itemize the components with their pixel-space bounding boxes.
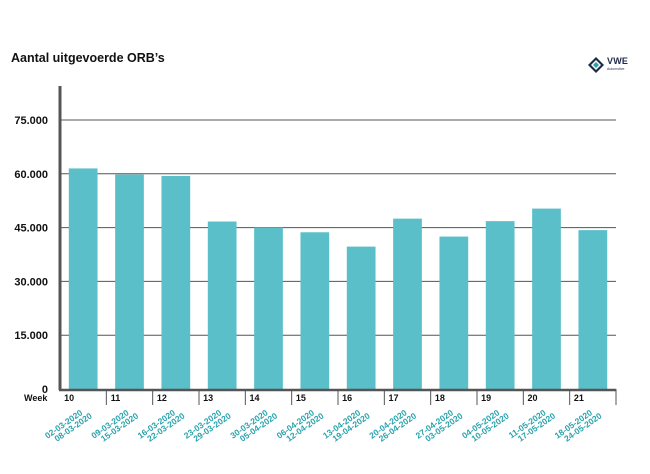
x-tick-label: 13 <box>203 393 213 403</box>
x-tick-label: 16 <box>342 393 352 403</box>
bar <box>300 232 330 389</box>
x-tick-label: 18 <box>435 393 445 403</box>
bars <box>68 168 608 389</box>
y-tick-label: 15.000 <box>14 330 48 342</box>
bar <box>68 168 98 389</box>
bar <box>393 218 422 389</box>
x-tick-label: 20 <box>527 393 537 403</box>
chart-title: Aantal uitgevoerde ORB’s <box>11 51 165 65</box>
bar <box>254 227 283 389</box>
bar <box>532 208 561 389</box>
axes <box>58 86 617 405</box>
y-tick-label: 0 <box>42 384 48 396</box>
date-range-labels: 02-03-202008-03-202009-03-202015-03-2020… <box>43 407 604 443</box>
bar <box>161 175 191 389</box>
vwe-logo-mark-icon <box>588 57 604 73</box>
x-tick-label: 19 <box>481 393 491 403</box>
bar <box>578 230 608 389</box>
x-tick-labels: 10 11 12 13 14 15 16 17 18 19 20 21 <box>64 393 584 403</box>
y-tick-label: 75.000 <box>14 115 48 127</box>
bar <box>207 221 237 389</box>
y-tick-label: 30.000 <box>14 276 48 288</box>
bar <box>115 174 144 389</box>
x-tick-label: 11 <box>111 393 121 403</box>
x-tick-label: 15 <box>296 393 306 403</box>
bar <box>439 236 469 389</box>
logo-tagline-text: Automotive <box>607 67 625 71</box>
y-tick-labels: 0 15.000 30.000 45.000 60.000 75.000 <box>14 115 48 396</box>
gridlines <box>60 119 616 336</box>
y-tick-label: 60.000 <box>14 169 48 181</box>
bar <box>346 246 376 389</box>
x-tick-label: 10 <box>64 393 74 403</box>
x-tick-label: 12 <box>157 393 167 403</box>
x-tick-label: 14 <box>249 393 259 403</box>
x-tick-label: 17 <box>388 393 398 403</box>
bar <box>485 221 515 389</box>
logo-brand-text: VWE <box>607 56 629 66</box>
x-axis-label: Week <box>24 393 48 403</box>
vwe-logo: VWE Automotive <box>588 56 632 76</box>
y-tick-label: 45.000 <box>14 223 48 235</box>
x-tick-label: 21 <box>574 393 584 403</box>
